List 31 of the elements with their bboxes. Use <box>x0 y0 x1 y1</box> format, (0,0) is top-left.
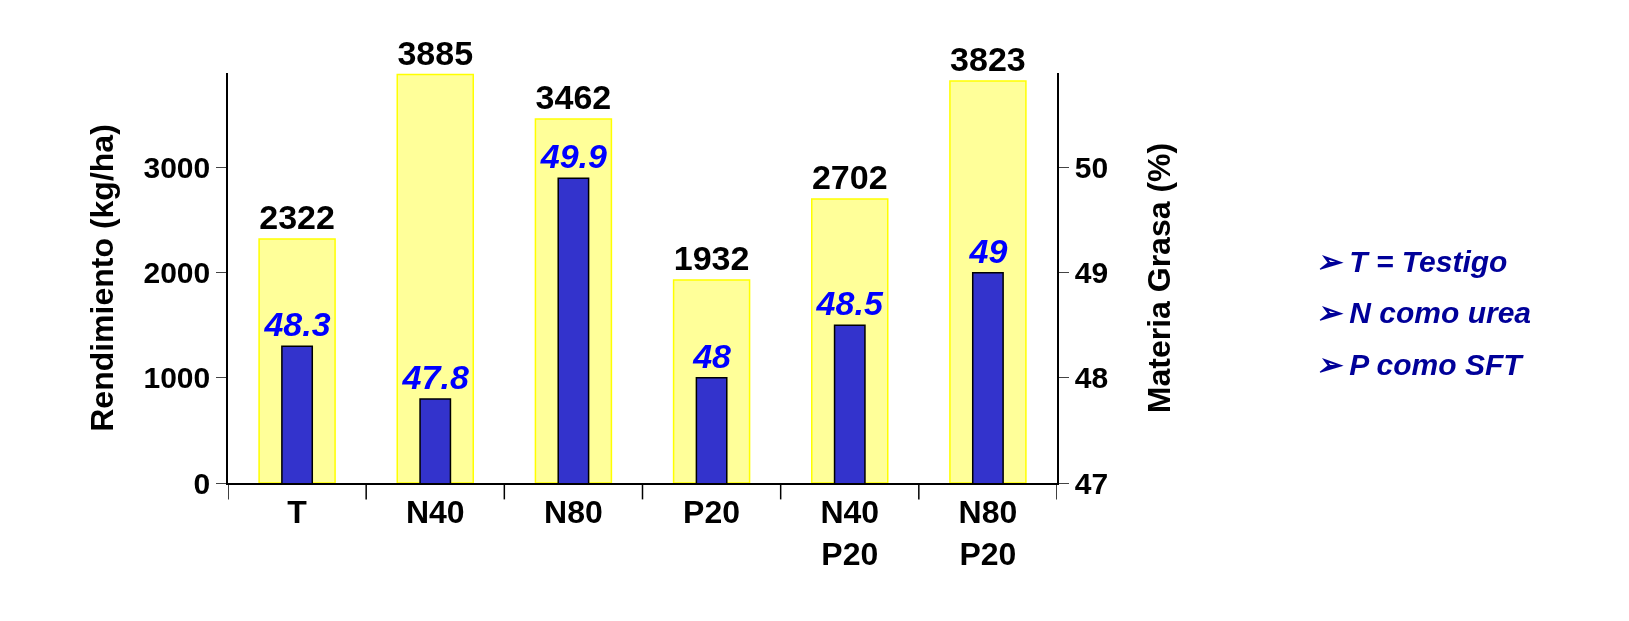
data-label: 2322 <box>259 197 335 236</box>
y2-tick-label: 48 <box>1074 361 1109 395</box>
data-label: 49.9 <box>539 137 608 176</box>
x-tick-label: N80 <box>544 494 603 531</box>
text: ➢ T = Testigo <box>1316 245 1508 278</box>
data-label: 49 <box>968 231 1008 270</box>
data-label: 3823 <box>950 40 1026 79</box>
y-tick-label: 3000 <box>143 151 211 185</box>
y2-tick-label: 50 <box>1074 151 1109 185</box>
x-tick-label: N80 P20 <box>958 494 1018 572</box>
y-tick-label: 2000 <box>143 256 211 290</box>
text: ➢ P como SFT <box>1316 348 1525 381</box>
data-label: 47.8 <box>401 357 469 396</box>
data-label: 48.3 <box>263 305 331 344</box>
data-label: 2702 <box>811 157 888 196</box>
data-label: 48.5 <box>815 284 884 323</box>
text: ➢ N como urea <box>1316 296 1532 329</box>
y2-axis-title: Materia Grasa (%) <box>1140 142 1177 414</box>
y-axis-title: Rendimiento (kg/ha) <box>84 124 121 432</box>
y2-tick-label: 49 <box>1074 256 1109 290</box>
data-label: 3885 <box>397 33 474 72</box>
y-tick-label: 1000 <box>143 361 211 395</box>
x-tick-label: N40 P20 <box>820 494 880 572</box>
y2-tick-label: 47 <box>1074 466 1109 500</box>
y-tick-label: 0 <box>193 466 211 500</box>
x-tick-label: N40 <box>405 494 465 531</box>
data-label: 3462 <box>535 78 612 117</box>
data-label: 1932 <box>673 238 750 277</box>
x-tick-label: T <box>287 494 308 531</box>
data-label: 48 <box>692 336 732 375</box>
x-tick-label: P20 <box>683 494 741 531</box>
